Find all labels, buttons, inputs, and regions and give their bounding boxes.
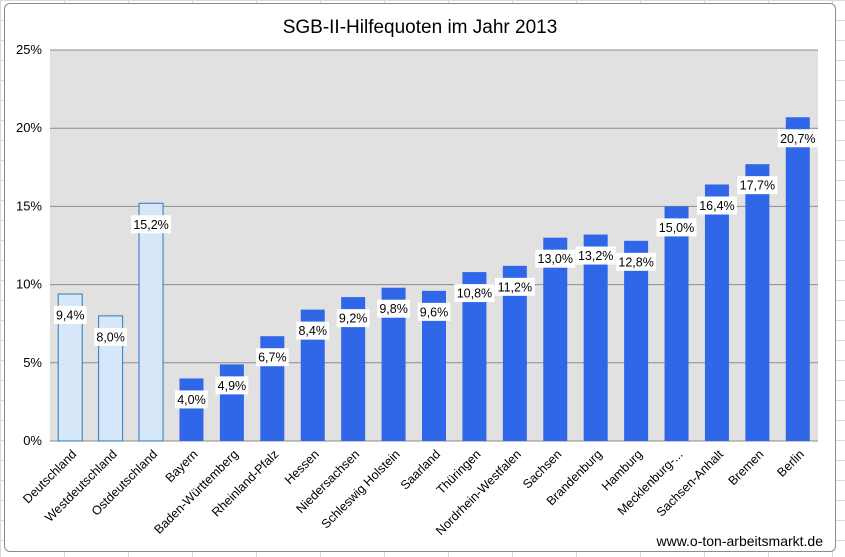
data-label: 16,4% xyxy=(696,196,737,215)
bar xyxy=(179,378,204,441)
data-label: 4,9% xyxy=(215,376,249,395)
data-label: 15,0% xyxy=(656,218,697,237)
data-label: 20,7% xyxy=(777,129,818,148)
bar xyxy=(664,206,689,441)
chart-title: SGB-II-Hilfequoten im Jahr 2013 xyxy=(283,17,558,38)
x-category-label: Berlin xyxy=(774,447,807,480)
data-label-box xyxy=(377,299,410,318)
x-category-label: Bremen xyxy=(726,447,767,488)
bar xyxy=(138,202,164,442)
y-axis-ticks: 0% 5% 10% 15% 20% 25% xyxy=(16,42,42,448)
data-label-box xyxy=(175,390,208,409)
data-label-box xyxy=(417,302,451,321)
data-label-text: 9,2% xyxy=(339,312,368,326)
data-label: 9,8% xyxy=(377,299,410,318)
data-label-box xyxy=(575,246,616,265)
data-label-text: 10,8% xyxy=(457,287,492,301)
data-labels: 9,4% 8,0% 15,2% 4,0% 4,9% 6,7% 8,4% 9,2% 9,8% 9,6… xyxy=(53,129,818,409)
data-label: 6,7% xyxy=(255,348,289,367)
x-category-label: Bayern xyxy=(163,447,201,485)
data-label-box xyxy=(494,277,535,296)
data-label-box xyxy=(94,327,128,346)
data-label-box xyxy=(656,218,697,237)
y-tick-label: 5% xyxy=(23,355,42,370)
bar xyxy=(219,364,244,441)
bar xyxy=(583,234,608,441)
data-label-box xyxy=(131,215,172,234)
data-label-box xyxy=(696,196,737,215)
data-label-box xyxy=(255,348,289,367)
data-label: 4,0% xyxy=(175,390,208,409)
data-label-box xyxy=(535,249,576,268)
data-label: 11,2% xyxy=(494,277,535,296)
data-label-text: 17,7% xyxy=(740,179,775,193)
data-label: 12,8% xyxy=(616,252,657,271)
data-label-text: 13,0% xyxy=(538,252,573,266)
bar xyxy=(624,240,649,441)
data-label-box xyxy=(53,305,87,324)
data-label: 9,6% xyxy=(417,302,451,321)
y-tick-label: 20% xyxy=(16,120,42,135)
data-label-text: 9,4% xyxy=(56,308,85,322)
data-label-box xyxy=(777,129,818,148)
data-label-text: 4,0% xyxy=(177,393,206,407)
data-label-box xyxy=(616,252,657,271)
data-label-text: 16,4% xyxy=(699,199,734,213)
y-tick-label: 10% xyxy=(16,277,42,292)
y-tick-label: 15% xyxy=(16,198,42,213)
data-label-box xyxy=(296,321,330,340)
data-label-text: 9,6% xyxy=(420,305,449,319)
data-label-text: 15,0% xyxy=(659,221,694,235)
data-label-box xyxy=(737,176,778,195)
bar xyxy=(543,237,568,441)
data-label: 17,7% xyxy=(737,176,778,195)
data-label-text: 8,0% xyxy=(96,330,125,344)
data-label-text: 8,4% xyxy=(298,324,327,338)
data-label-text: 6,7% xyxy=(258,351,287,365)
data-label-text: 4,9% xyxy=(218,379,247,393)
data-label: 9,4% xyxy=(53,305,87,324)
y-tick-label: 0% xyxy=(23,433,42,448)
bar xyxy=(785,117,810,441)
y-tick-label: 25% xyxy=(16,42,42,57)
data-label-text: 13,2% xyxy=(578,249,613,263)
data-label: 9,2% xyxy=(336,309,370,328)
data-label: 8,0% xyxy=(94,327,128,346)
x-category-label: Westdeutschland xyxy=(42,447,120,525)
data-label-box xyxy=(215,376,249,395)
data-label: 13,2% xyxy=(575,246,616,265)
x-category-label: Schleswig Holstein xyxy=(319,447,403,531)
source-credit: www.o-ton-arbeitsmarkt.de xyxy=(656,533,823,549)
bar xyxy=(745,164,770,441)
data-label: 8,4% xyxy=(296,321,330,340)
data-label: 13,0% xyxy=(535,249,576,268)
data-label-text: 12,8% xyxy=(618,255,653,269)
data-label-text: 9,8% xyxy=(379,302,408,316)
data-label-text: 15,2% xyxy=(133,218,168,232)
data-label: 15,2% xyxy=(131,215,172,234)
x-category-label: Hessen xyxy=(282,447,322,487)
data-label-box xyxy=(336,309,370,328)
bar xyxy=(704,184,729,441)
data-label-box xyxy=(454,284,495,303)
data-label-text: 20,7% xyxy=(780,132,815,146)
x-axis-categories: DeutschlandWestdeutschlandOstdeutschland… xyxy=(20,447,807,538)
data-label-text: 11,2% xyxy=(498,280,533,294)
data-label: 10,8% xyxy=(454,284,495,303)
